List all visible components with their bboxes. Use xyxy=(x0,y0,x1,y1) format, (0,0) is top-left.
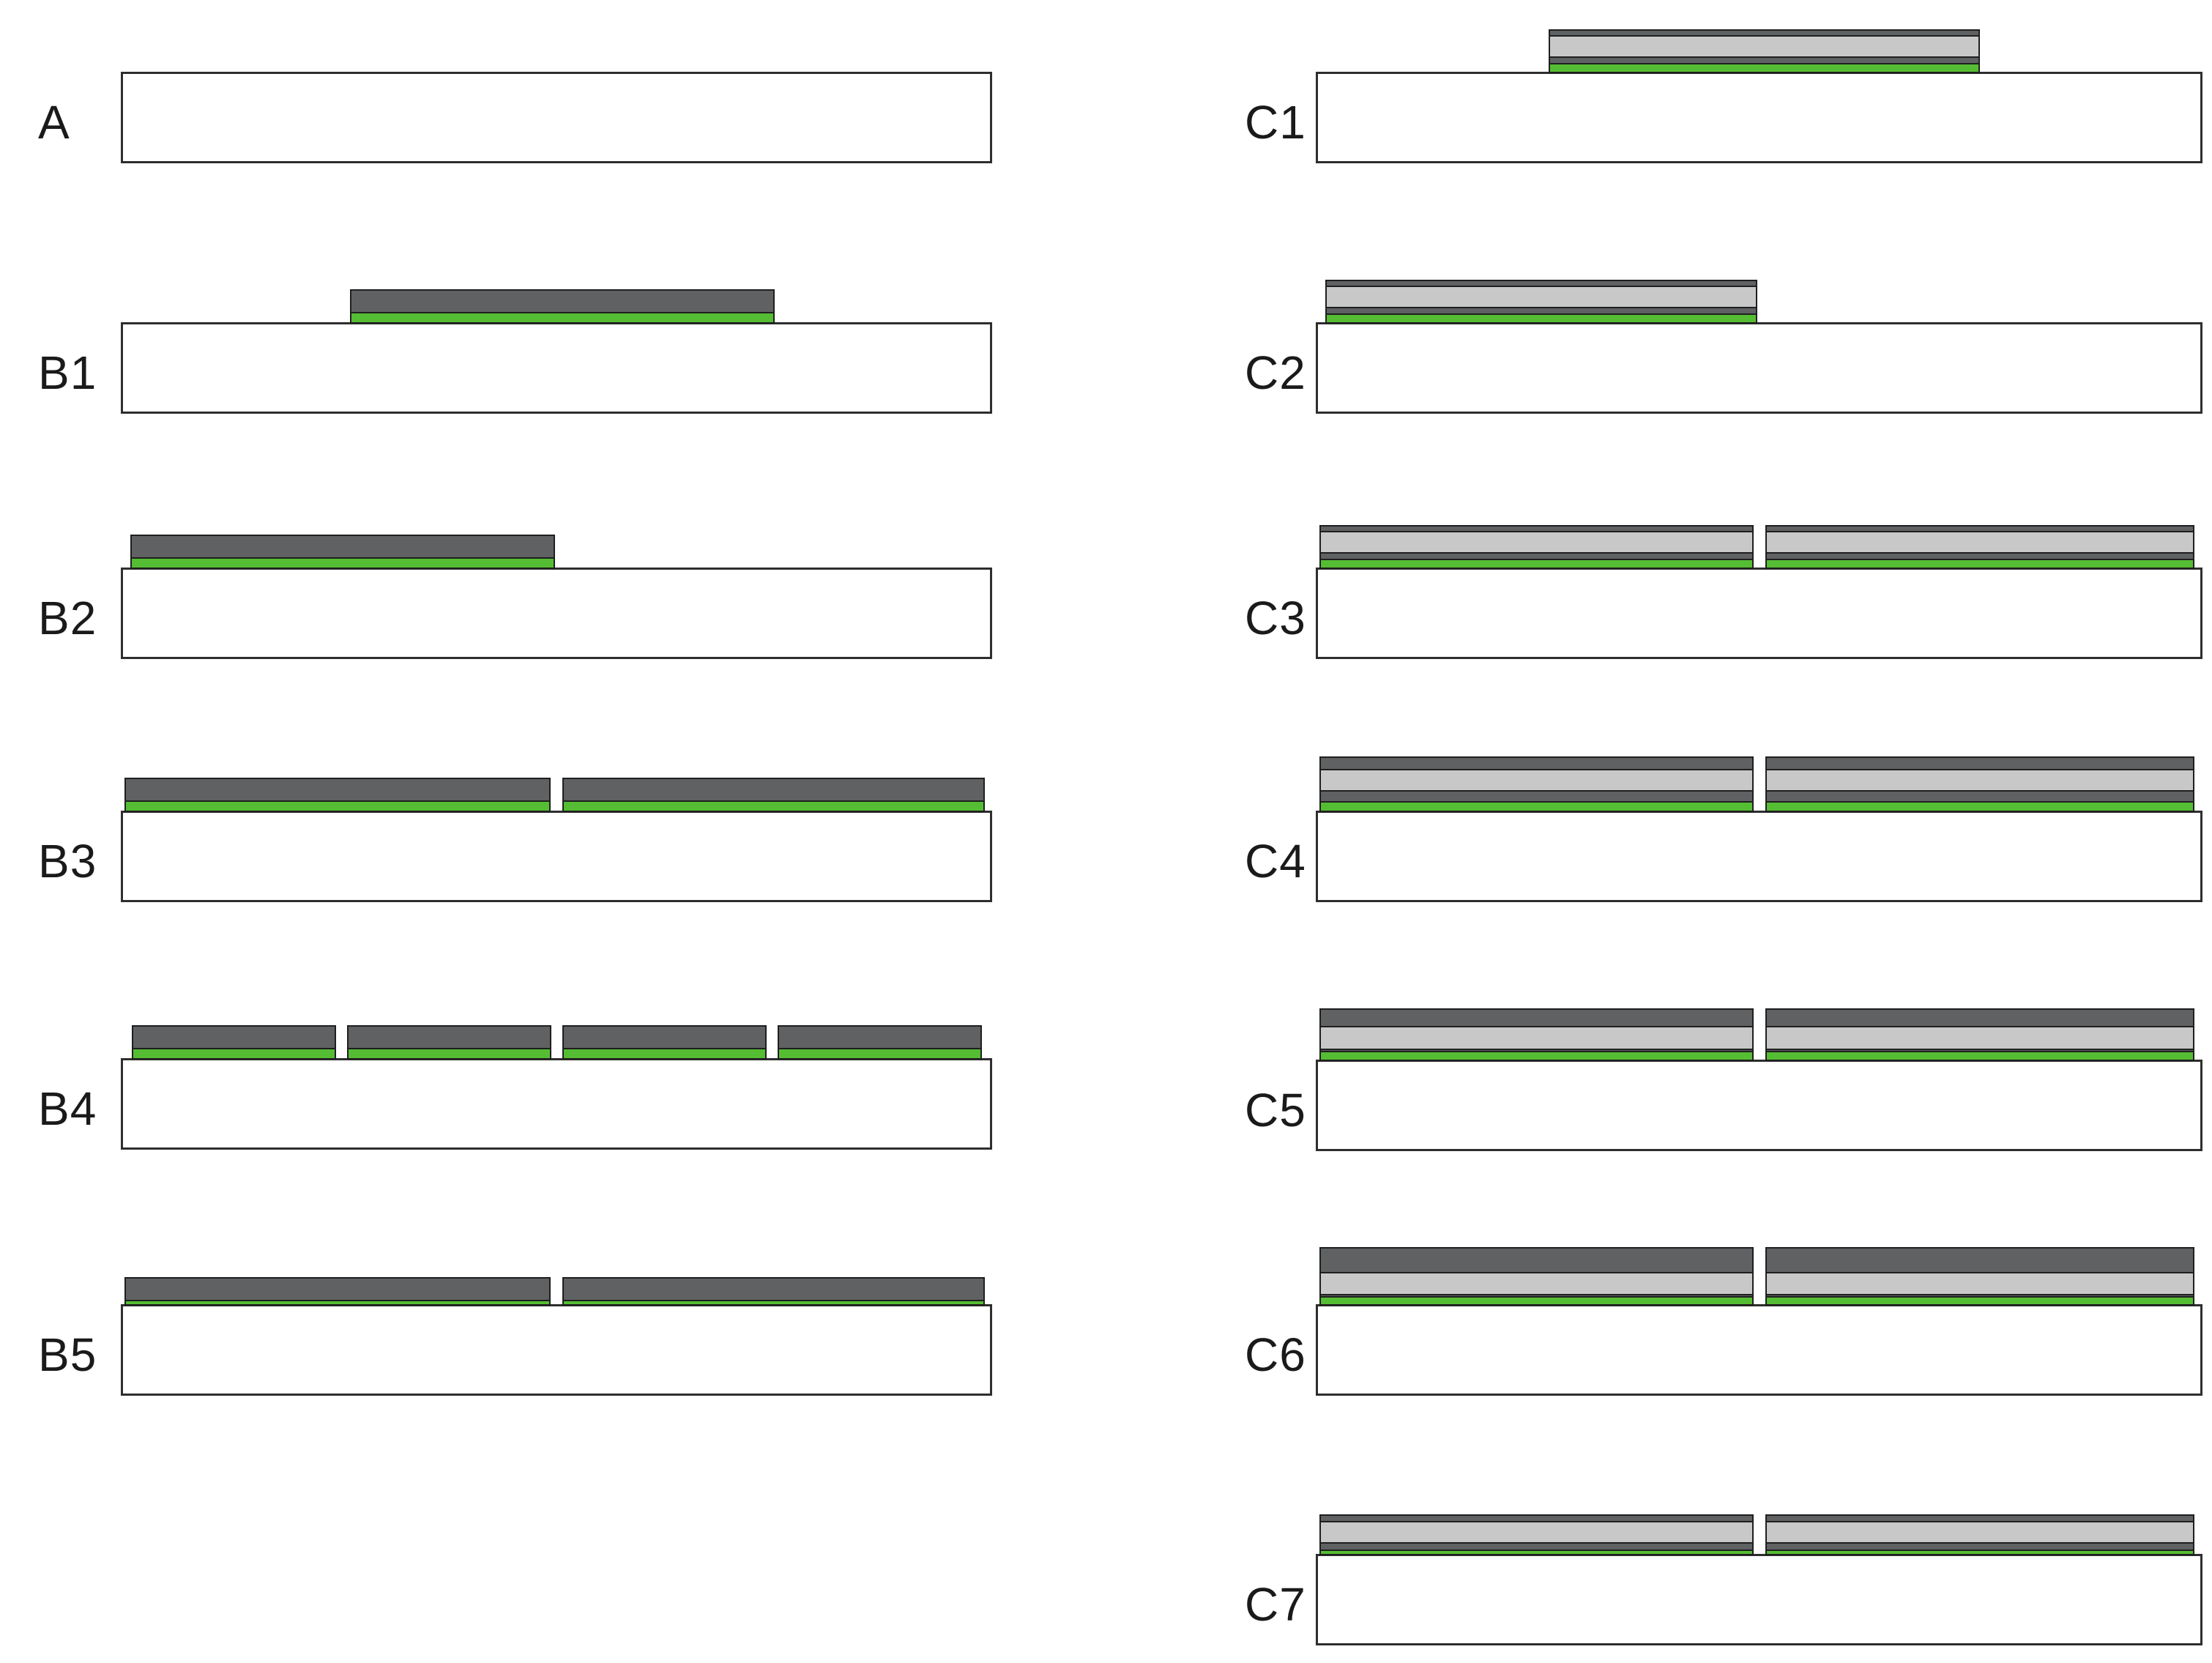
layer-green-layer xyxy=(1549,63,1980,73)
layer-dark-gray-layer xyxy=(1319,756,1754,770)
layer-green-layer xyxy=(778,1048,982,1060)
layer-dark-gray-layer xyxy=(1319,1514,1754,1522)
panel-label-C6: C6 xyxy=(1245,1328,1306,1381)
layer-dark-gray-layer xyxy=(1765,525,2194,532)
panel-label-C2: C2 xyxy=(1245,346,1306,399)
layer-green-layer xyxy=(1765,1051,2194,1061)
panel-label-C1: C1 xyxy=(1245,95,1306,149)
layer-light-gray-layer xyxy=(1325,286,1757,308)
layer-dark-gray-layer xyxy=(347,1025,551,1049)
substrate-rect xyxy=(121,1304,992,1396)
layer-dark-gray-layer xyxy=(562,1025,767,1049)
layer-green-layer xyxy=(1319,559,1754,569)
layer-dark-gray-layer xyxy=(1765,1514,2194,1522)
substrate-rect xyxy=(121,1058,992,1150)
layer-green-layer xyxy=(350,312,775,324)
substrate-rect xyxy=(121,811,992,902)
panel-label-C4: C4 xyxy=(1245,834,1306,888)
substrate-rect xyxy=(121,568,992,659)
panel-label-B1: B1 xyxy=(38,346,97,399)
panel-label-A: A xyxy=(38,95,70,149)
substrate-rect xyxy=(1316,322,2202,414)
layer-dark-gray-layer xyxy=(1765,756,2194,770)
layer-dark-gray-layer xyxy=(1765,1008,2194,1027)
substrate-rect xyxy=(1316,72,2202,163)
layer-dark-gray-layer xyxy=(1319,1247,1754,1273)
layer-light-gray-layer xyxy=(1549,35,1980,58)
substrate-rect xyxy=(121,322,992,414)
layer-light-gray-layer xyxy=(1319,531,1754,554)
layer-dark-gray-layer xyxy=(1319,790,1754,803)
substrate-rect xyxy=(1316,1554,2202,1645)
panel-label-C5: C5 xyxy=(1245,1083,1306,1136)
panel-label-C7: C7 xyxy=(1245,1577,1306,1631)
layer-dark-gray-layer xyxy=(124,1277,551,1301)
substrate-rect xyxy=(1316,568,2202,659)
substrate-rect xyxy=(121,72,992,163)
layer-dark-gray-layer xyxy=(1765,1247,2194,1273)
substrate-rect xyxy=(1316,811,2202,902)
layer-dark-gray-layer xyxy=(778,1025,982,1049)
layer-light-gray-layer xyxy=(1319,1272,1754,1295)
layer-dark-gray-layer xyxy=(1549,29,1980,37)
layer-light-gray-layer xyxy=(1765,1521,2194,1544)
layer-light-gray-layer xyxy=(1319,1521,1754,1544)
layer-green-layer xyxy=(1765,559,2194,569)
layer-dark-gray-layer xyxy=(130,535,555,559)
panel-label-B3: B3 xyxy=(38,834,97,888)
layer-green-layer xyxy=(1319,801,1754,812)
layer-dark-gray-layer xyxy=(1319,1008,1754,1027)
layer-green-layer xyxy=(347,1048,551,1060)
panel-label-B5: B5 xyxy=(38,1328,97,1381)
layer-green-layer xyxy=(130,557,555,569)
substrate-rect xyxy=(1316,1304,2202,1396)
layer-dark-gray-layer xyxy=(124,778,551,802)
layer-green-layer xyxy=(562,1048,767,1060)
layer-dark-gray-layer xyxy=(1325,280,1757,287)
layer-dark-gray-layer xyxy=(132,1025,336,1049)
layer-green-layer xyxy=(1319,1051,1754,1061)
layer-green-layer xyxy=(132,1048,336,1060)
layer-dark-gray-layer xyxy=(350,289,775,313)
layer-light-gray-layer xyxy=(1765,531,2194,554)
layer-dark-gray-layer xyxy=(1765,790,2194,803)
layer-dark-gray-layer xyxy=(562,1277,985,1301)
layer-dark-gray-layer xyxy=(562,778,985,802)
layer-green-layer xyxy=(1765,801,2194,812)
layer-light-gray-layer xyxy=(1765,1026,2194,1050)
layer-dark-gray-layer xyxy=(1319,525,1754,532)
layer-green-layer xyxy=(1325,313,1757,324)
layer-green-layer xyxy=(562,800,985,812)
layer-light-gray-layer xyxy=(1765,769,2194,792)
panel-label-C3: C3 xyxy=(1245,591,1306,644)
layer-light-gray-layer xyxy=(1765,1272,2194,1295)
layer-green-layer xyxy=(124,800,551,812)
layer-light-gray-layer xyxy=(1319,769,1754,792)
substrate-rect xyxy=(1316,1060,2202,1151)
panel-label-B2: B2 xyxy=(38,591,97,644)
panel-label-B4: B4 xyxy=(38,1082,97,1135)
layer-light-gray-layer xyxy=(1319,1026,1754,1050)
